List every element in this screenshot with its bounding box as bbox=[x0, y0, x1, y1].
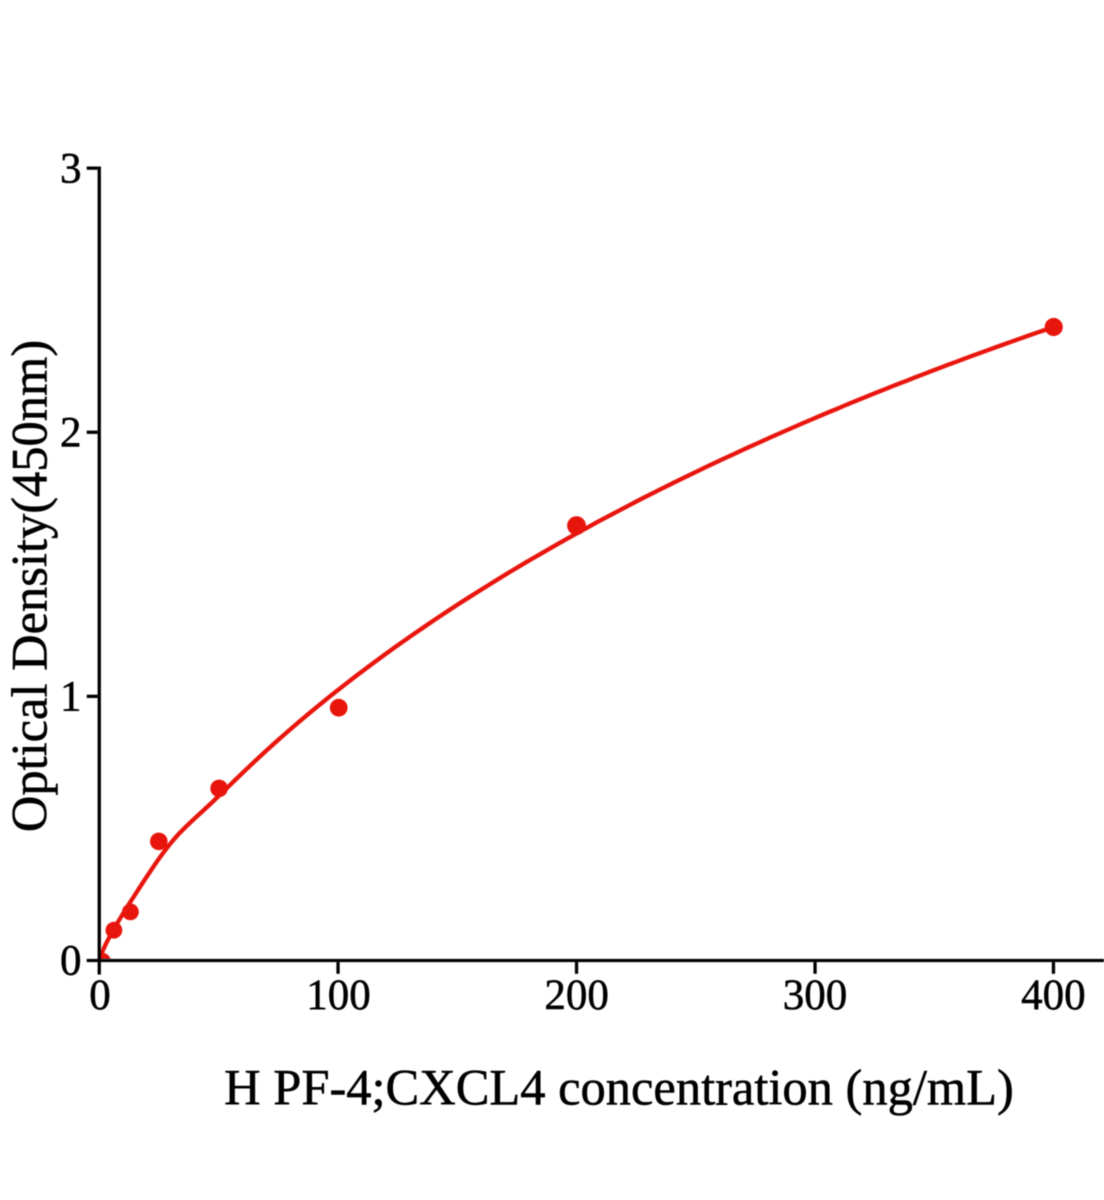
svg-text:H PF-4;CXCL4 concentration (ng: H PF-4;CXCL4 concentration (ng/mL) bbox=[224, 1060, 1014, 1116]
svg-text:Optical Density(450nm): Optical Density(450nm) bbox=[2, 340, 58, 832]
svg-text:1: 1 bbox=[60, 674, 82, 721]
svg-text:200: 200 bbox=[544, 972, 609, 1019]
svg-text:2: 2 bbox=[60, 409, 82, 456]
svg-text:3: 3 bbox=[60, 145, 82, 192]
svg-text:0: 0 bbox=[89, 972, 111, 1019]
svg-text:400: 400 bbox=[1021, 972, 1086, 1019]
svg-text:100: 100 bbox=[306, 972, 371, 1019]
svg-text:0: 0 bbox=[60, 938, 82, 985]
svg-text:300: 300 bbox=[783, 972, 848, 1019]
